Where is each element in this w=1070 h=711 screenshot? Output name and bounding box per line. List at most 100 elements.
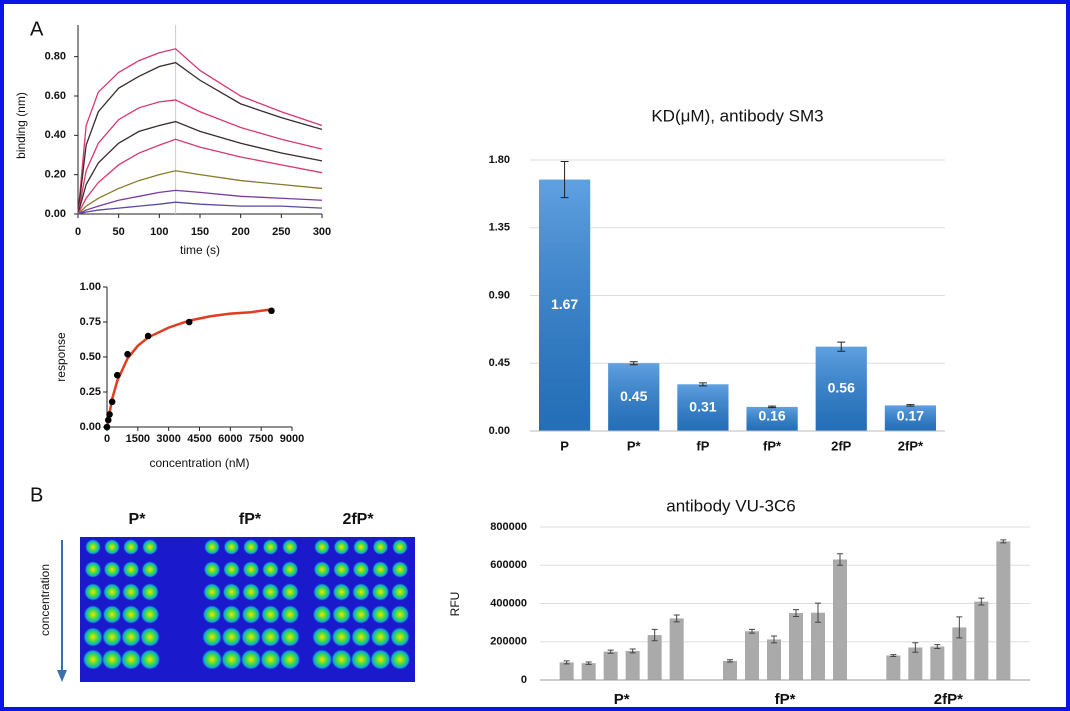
bar [745,631,759,680]
spot [102,627,122,647]
y-tick-label: 200000 [490,636,527,648]
bar [560,662,574,680]
y-tick-label: 600000 [490,559,527,571]
point [106,411,113,418]
x-tick-label: 150 [191,226,209,238]
image-label: fP* [239,511,262,528]
spot [141,605,160,624]
value-label: 0.16 [758,408,785,424]
spot [140,627,160,647]
x-tick-label: 300 [313,226,331,238]
spot [242,583,260,601]
x-tick-label: 4500 [187,433,211,445]
spot [390,649,411,670]
spot [141,583,159,601]
spot [391,583,409,601]
bar [648,635,662,680]
spot [353,539,369,555]
spot [332,627,352,647]
spot [223,561,240,578]
spot [371,627,391,647]
value-label: 0.56 [828,380,855,396]
x-tick-label: P* [627,438,642,453]
spot [312,627,332,647]
y-tick-label: 400000 [490,597,527,609]
point [124,351,131,358]
panel-label: A [30,18,44,40]
x-tick-label: 2fP* [934,691,963,708]
spot [142,539,158,555]
spot [202,649,223,670]
spot [262,583,280,601]
spot [390,627,410,647]
spot [313,583,331,601]
spot [391,605,410,624]
panel-label: B [30,484,43,506]
spot [281,583,299,601]
spot [263,539,279,555]
spot [392,561,409,578]
spot [121,649,142,670]
spot [243,561,260,578]
spot [280,627,300,647]
bar [930,647,944,680]
y-axis-label: RFU [448,592,462,617]
chart-title: antibody VU-3C6 [666,496,795,515]
spot [103,583,121,601]
x-axis-label: time (s) [180,243,220,257]
spot [103,605,122,624]
x-tick-label: 0 [75,226,81,238]
y-tick-label: 0.00 [80,421,101,433]
spot [85,539,101,555]
y-tick-label: 800000 [490,521,527,533]
bar [604,652,618,680]
x-tick-label: 7500 [249,433,273,445]
spot [312,649,333,670]
x-tick-label: fP [696,438,709,453]
spot [204,539,220,555]
spot [332,605,351,624]
x-tick-label: fP* [775,691,796,708]
spot [314,561,331,578]
point [104,424,111,431]
value-label: 1.67 [551,296,578,312]
spot [313,605,332,624]
x-tick-label: P* [614,691,630,708]
image-label: 2fP* [342,511,374,528]
spot [353,561,370,578]
image-axis-label: concentration [38,564,52,636]
y-tick-label: 1.00 [80,281,101,293]
point [268,308,275,315]
spot [334,539,350,555]
spot [203,605,222,624]
y-tick-label: 0.80 [45,51,66,63]
curve [78,139,322,214]
spot [261,605,280,624]
x-axis-label: concentration (nM) [149,456,249,470]
bar [974,602,988,680]
spot [241,649,262,670]
bar [886,656,900,680]
image-label: P* [129,511,147,528]
curve [78,190,322,214]
y-tick-label: 1.80 [489,154,510,166]
spot [281,605,300,624]
spot [260,649,281,670]
y-tick-label: 0.45 [489,357,510,369]
chart-title: KD(μM), antibody SM3 [651,106,823,125]
spot [224,539,240,555]
y-tick-label: 0.90 [489,289,510,301]
spot [104,539,120,555]
spot [222,627,242,647]
spot [221,649,242,670]
y-tick-label: 0.20 [45,169,66,181]
spot [262,561,279,578]
point [145,333,152,340]
x-tick-label: fP* [763,438,782,453]
spot [333,561,350,578]
bar [811,613,825,680]
spot [222,605,241,624]
x-tick-label: 250 [272,226,290,238]
y-tick-label: 0.40 [45,129,66,141]
bar [833,560,847,680]
